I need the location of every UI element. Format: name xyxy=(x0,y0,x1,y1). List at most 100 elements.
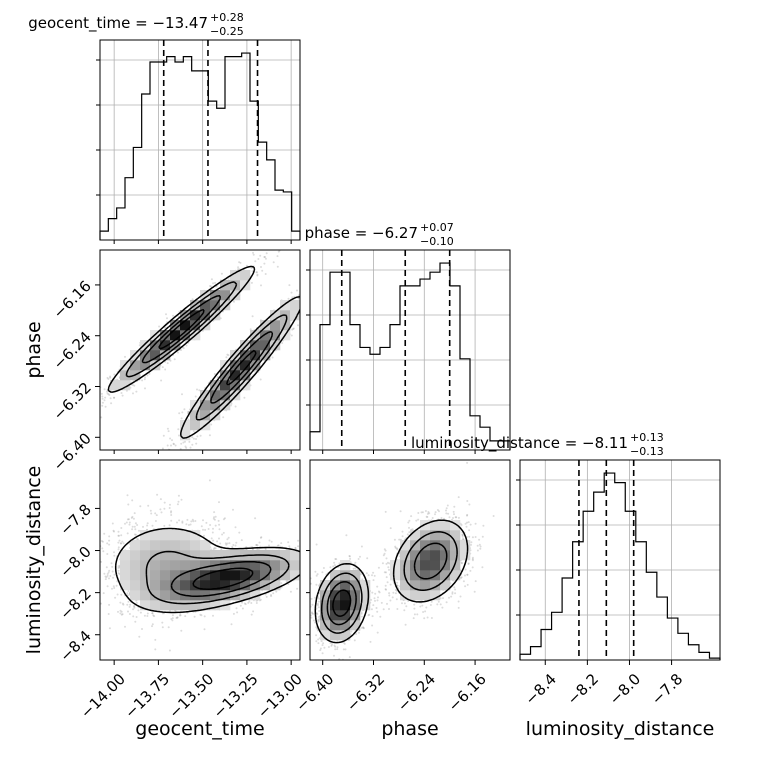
scatter-point xyxy=(396,547,398,550)
scatter-point xyxy=(280,582,283,585)
scatter-point xyxy=(464,522,467,525)
scatter-point xyxy=(280,542,283,545)
scatter-point xyxy=(470,543,472,546)
scatter-point xyxy=(119,612,122,615)
scatter-point xyxy=(108,394,111,396)
scatter-point xyxy=(209,524,212,526)
scatter-point xyxy=(104,396,107,399)
density-cell xyxy=(270,340,281,351)
scatter-point xyxy=(394,592,397,595)
scatter-point xyxy=(204,528,207,531)
scatter-point xyxy=(243,396,246,399)
density-cell xyxy=(250,570,261,581)
scatter-point xyxy=(311,611,313,614)
scatter-point xyxy=(407,600,410,602)
density-cell xyxy=(180,320,191,331)
scatter-point xyxy=(211,531,214,534)
scatter-point xyxy=(212,539,215,542)
scatter-point xyxy=(120,542,123,545)
scatter-point xyxy=(264,547,267,550)
density-cell xyxy=(440,540,451,551)
scatter-point xyxy=(421,604,424,607)
scatter-point xyxy=(144,376,147,379)
scatter-point xyxy=(109,575,112,577)
scatter-point xyxy=(100,560,103,563)
scatter-point xyxy=(436,509,439,511)
scatter-point xyxy=(396,608,399,610)
scatter-point xyxy=(213,373,216,375)
ytick-label-luminosity_distance: −8.0 xyxy=(56,543,94,581)
scatter-point xyxy=(316,602,319,605)
density-cell xyxy=(240,340,251,351)
scatter-point xyxy=(251,270,254,273)
scatter-point xyxy=(320,640,323,643)
scatter-point xyxy=(368,613,371,616)
density-cell xyxy=(280,570,291,581)
scatter-point xyxy=(127,518,130,521)
scatter-point xyxy=(178,519,181,522)
scatter-point xyxy=(174,444,177,447)
scatter-point xyxy=(102,592,105,595)
scatter-point xyxy=(90,525,92,527)
density-cell xyxy=(170,600,181,611)
scatter-point xyxy=(334,648,337,651)
scatter-point xyxy=(260,266,262,268)
scatter-point xyxy=(407,521,410,524)
scatter-point xyxy=(410,515,413,518)
scatter-point xyxy=(132,615,135,618)
scatter-point xyxy=(371,574,373,577)
density-cell xyxy=(190,580,201,591)
xaxis-label-geocent_time: geocent_time xyxy=(135,718,264,740)
panel-background xyxy=(310,250,510,450)
scatter-point xyxy=(388,568,390,571)
scatter-point xyxy=(255,271,258,274)
scatter-point xyxy=(171,617,174,620)
scatter-point xyxy=(380,601,383,604)
scatter-point xyxy=(450,595,453,598)
scatter-point xyxy=(225,543,228,546)
scatter-point xyxy=(191,436,194,439)
scatter-point xyxy=(448,516,451,519)
scatter-point xyxy=(327,662,329,664)
scatter-point xyxy=(133,512,136,515)
scatter-point xyxy=(316,613,319,615)
density-cell xyxy=(330,610,341,621)
scatter-point xyxy=(318,618,320,621)
scatter-point xyxy=(297,539,300,542)
panel-title-minus-luminosity_distance: −0.13 xyxy=(630,445,664,458)
density-cell xyxy=(220,380,231,391)
scatter-point xyxy=(146,615,149,617)
scatter-point xyxy=(307,284,309,286)
scatter-point xyxy=(256,544,259,547)
scatter-point xyxy=(171,619,174,622)
scatter-point xyxy=(445,509,447,512)
density-cell xyxy=(180,600,191,611)
scatter-point xyxy=(105,566,108,569)
scatter-point xyxy=(216,376,219,379)
density-cell xyxy=(350,610,361,621)
density-cell xyxy=(180,540,191,551)
scatter-point xyxy=(108,539,111,542)
density-cell xyxy=(180,570,191,581)
scatter-point xyxy=(315,543,318,546)
scatter-point xyxy=(194,520,197,522)
scatter-point xyxy=(167,430,170,433)
scatter-point xyxy=(164,368,167,371)
density-cell xyxy=(240,270,251,281)
scatter-point xyxy=(268,544,270,547)
density-cell xyxy=(240,350,251,361)
density-cell xyxy=(330,630,341,641)
scatter-point xyxy=(93,411,95,413)
scatter-point xyxy=(112,585,115,588)
scatter-point xyxy=(136,538,138,540)
scatter-point xyxy=(462,580,465,583)
scatter-point xyxy=(303,305,305,307)
scatter-point xyxy=(101,404,104,407)
scatter-point xyxy=(117,541,120,544)
density-cell xyxy=(230,360,241,371)
density-cell xyxy=(450,550,461,561)
scatter-point xyxy=(241,601,243,604)
scatter-point xyxy=(89,581,91,583)
scatter-point xyxy=(177,494,180,497)
